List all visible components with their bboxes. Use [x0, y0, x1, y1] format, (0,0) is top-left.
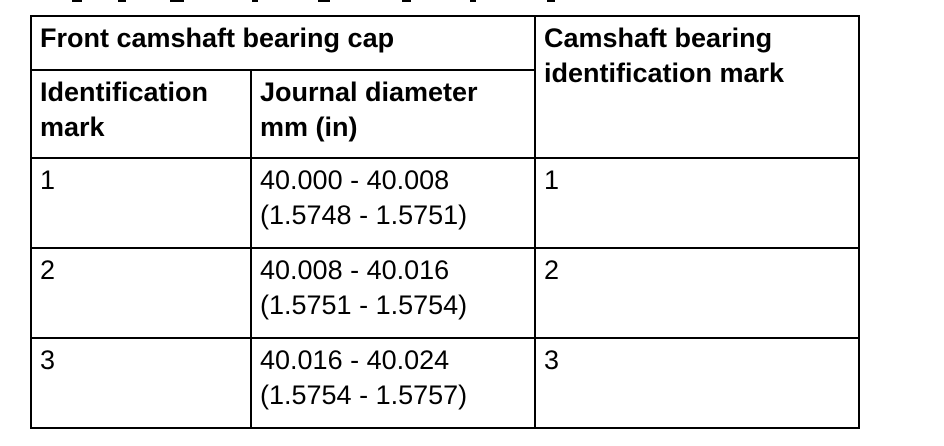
diameter-mm: 40.016 - 40.024 [260, 345, 450, 375]
header-line: identification mark [544, 58, 785, 88]
identification-mark-cell: 3 [30, 337, 252, 429]
journal-diameter-cell: 40.000 - 40.008 (1.5748 - 1.5751) [249, 157, 537, 249]
header-line: Camshaft bearing [544, 23, 773, 53]
header-line: Journal diameter [260, 77, 478, 107]
table-row: 1 40.000 - 40.008 (1.5748 - 1.5751) 1 [30, 157, 861, 249]
identification-mark-header: Identification mark [30, 69, 252, 159]
table-row: 3 40.016 - 40.024 (1.5754 - 1.5757) 3 [30, 337, 861, 429]
header-row-group: Front camshaft bearing cap Camshaft bear… [29, 15, 861, 159]
bearing-identification-mark-cell: 2 [534, 247, 861, 339]
diameter-mm: 40.008 - 40.016 [260, 255, 450, 285]
journal-diameter-cell: 40.008 - 40.016 (1.5751 - 1.5754) [249, 247, 537, 339]
journal-diameter-cell: 40.016 - 40.024 (1.5754 - 1.5757) [249, 337, 537, 429]
front-camshaft-bearing-cap-header: Front camshaft bearing cap [29, 15, 537, 71]
header-row-columns: Identification mark Journal diameter mm … [30, 69, 859, 159]
journal-diameter-header: Journal diameter mm (in) [249, 69, 537, 159]
cropped-text-fragment [0, 0, 944, 4]
diameter-in: (1.5748 - 1.5751) [260, 200, 468, 230]
identification-mark-cell: 2 [30, 247, 252, 339]
identification-mark-cell: 1 [30, 157, 252, 249]
diameter-in: (1.5751 - 1.5754) [260, 290, 468, 320]
camshaft-bearing-table: Front camshaft bearing cap Camshaft bear… [29, 15, 861, 429]
header-line: mm (in) [260, 112, 358, 142]
camshaft-bearing-identification-mark-header: Camshaft bearing identification mark [534, 15, 861, 159]
header-line: mark [40, 112, 105, 142]
diameter-mm: 40.000 - 40.008 [260, 165, 450, 195]
bearing-identification-mark-cell: 1 [534, 157, 861, 249]
header-line: Identification [40, 77, 208, 107]
diameter-in: (1.5754 - 1.5757) [260, 380, 468, 410]
bearing-identification-mark-cell: 3 [534, 337, 861, 429]
table-row: 2 40.008 - 40.016 (1.5751 - 1.5754) 2 [30, 247, 861, 339]
